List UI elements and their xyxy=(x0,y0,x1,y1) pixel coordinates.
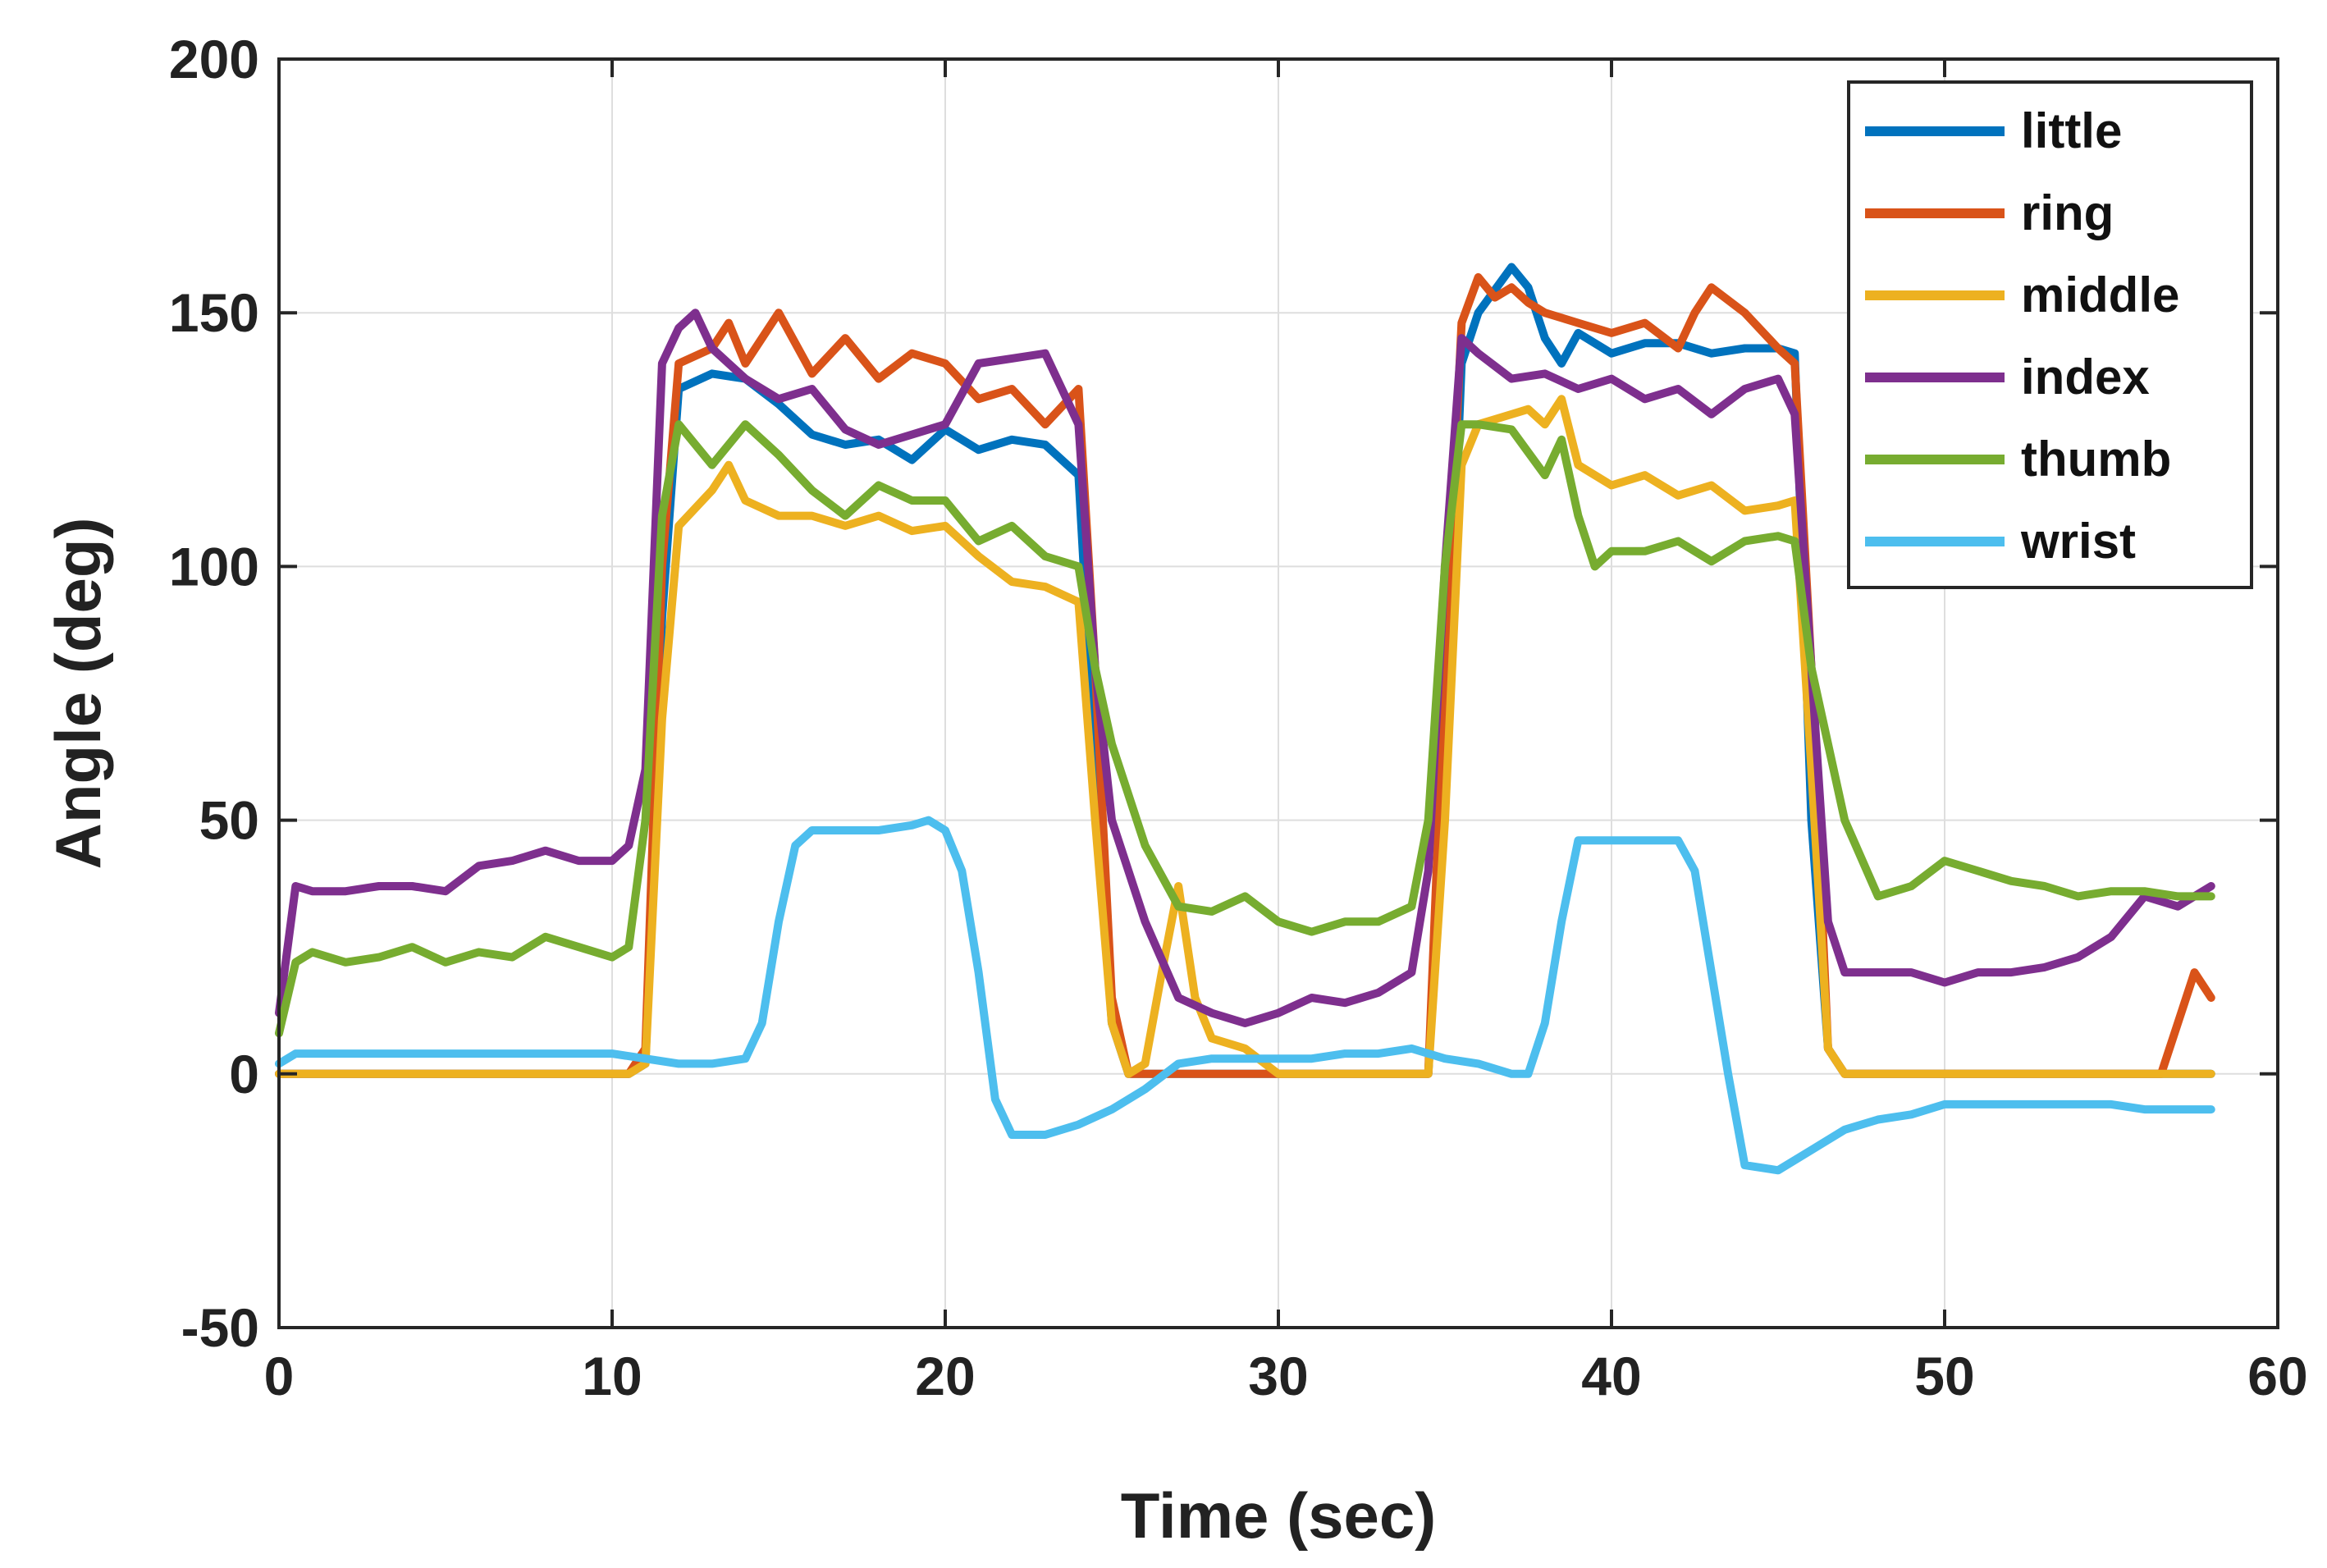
legend-label-wrist: wrist xyxy=(2020,514,2136,569)
series-line-index xyxy=(275,309,2215,1027)
series-line-middle xyxy=(275,395,2215,1078)
x-tick-label: 30 xyxy=(1248,1346,1308,1406)
y-axis-title: Angle (deg) xyxy=(42,518,114,870)
x-axis-title: Time (sec) xyxy=(1121,1479,1436,1552)
series-line-wrist xyxy=(275,816,2215,1175)
legend: little ring middle index thumb wrist xyxy=(1847,80,2253,589)
x-tick-label: 0 xyxy=(264,1346,295,1406)
y-tick-label: -50 xyxy=(181,1297,259,1358)
x-tick-label: 60 xyxy=(2247,1346,2307,1406)
legend-label-middle: middle xyxy=(2021,267,2179,322)
y-tick-label: 100 xyxy=(169,536,259,597)
legend-label-index: index xyxy=(2021,350,2150,405)
y-tick-label: 0 xyxy=(229,1044,259,1104)
legend-box xyxy=(1847,80,2253,589)
x-tick-label: 40 xyxy=(1581,1346,1641,1406)
series-line-thumb xyxy=(275,420,2215,1038)
legend-entries: little ring middle index thumb wrist xyxy=(1865,103,2179,569)
legend-label-thumb: thumb xyxy=(2021,432,2171,487)
y-tick-labels: -50 0 50 100 150 200 xyxy=(169,29,259,1358)
tick-marks xyxy=(277,57,2279,1329)
series-lines xyxy=(275,263,2215,1175)
y-tick-label: 150 xyxy=(169,282,259,343)
x-tick-label: 50 xyxy=(1914,1346,1974,1406)
legend-label-little: little xyxy=(2021,103,2122,158)
x-tick-label: 10 xyxy=(582,1346,642,1406)
y-tick-label: 50 xyxy=(199,790,259,851)
x-tick-labels: 0 10 20 30 40 50 60 xyxy=(264,1346,2308,1406)
legend-label-ring: ring xyxy=(2021,185,2114,240)
y-tick-label: 200 xyxy=(169,29,259,89)
x-tick-label: 20 xyxy=(915,1346,975,1406)
